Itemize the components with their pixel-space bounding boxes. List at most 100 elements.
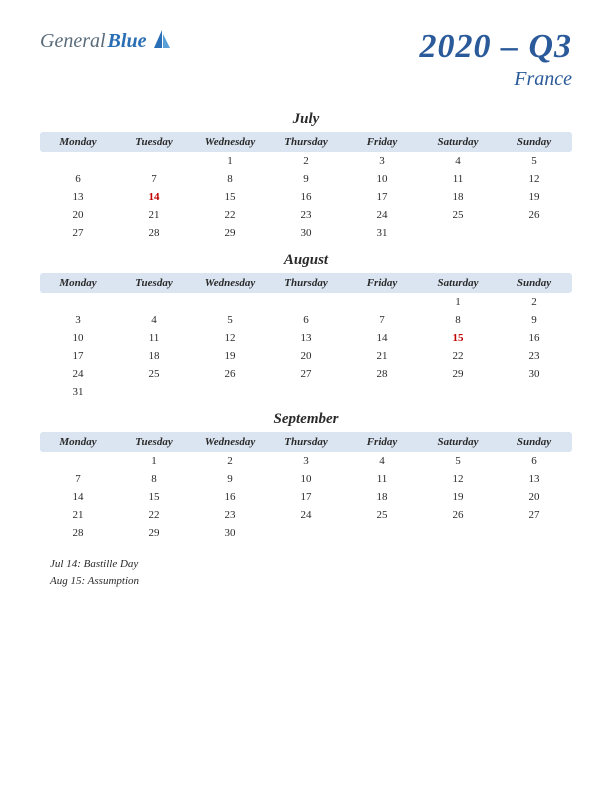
day-cell: 13 [268,329,344,347]
day-header-cell: Thursday [268,273,344,293]
day-cell: 25 [344,506,420,524]
day-cell: 4 [420,152,496,170]
day-cell: 3 [268,452,344,470]
day-header-cell: Sunday [496,132,572,152]
logo-text-blue: Blue [108,30,147,53]
day-cell: 2 [192,452,268,470]
day-header-row: MondayTuesdayWednesdayThursdayFridaySatu… [40,432,572,452]
day-header-cell: Sunday [496,432,572,452]
day-cell: 8 [192,170,268,188]
day-header-cell: Monday [40,132,116,152]
day-cell: 10 [40,329,116,347]
day-cell: 23 [192,506,268,524]
day-cell [268,293,344,311]
day-cell: 28 [40,524,116,542]
day-cell: 24 [344,206,420,224]
day-header-cell: Wednesday [192,432,268,452]
day-cell: 3 [344,152,420,170]
day-cell: 13 [496,470,572,488]
day-cell: 11 [116,329,192,347]
day-cell: 18 [116,347,192,365]
day-cell [40,452,116,470]
day-header-cell: Monday [40,432,116,452]
holiday-notes: Jul 14: Bastille DayAug 15: Assumption [40,556,572,589]
day-cell: 17 [40,347,116,365]
day-header-cell: Friday [344,432,420,452]
day-cell: 26 [496,206,572,224]
day-cell: 7 [344,311,420,329]
day-cell: 5 [496,152,572,170]
week-row: 2728293031 [40,224,572,242]
day-cell [496,224,572,242]
calendar-month: SeptemberMondayTuesdayWednesdayThursdayF… [40,411,572,542]
day-cell: 22 [116,506,192,524]
day-cell: 15 [192,188,268,206]
page-title: 2020 – Q3 [419,28,572,66]
day-cell: 27 [496,506,572,524]
day-cell: 16 [192,488,268,506]
day-header-cell: Monday [40,273,116,293]
day-cell: 23 [268,206,344,224]
week-row: 21222324252627 [40,506,572,524]
day-cell: 4 [116,311,192,329]
day-cell: 13 [40,188,116,206]
day-cell: 2 [496,293,572,311]
week-row: 78910111213 [40,470,572,488]
day-cell: 21 [116,206,192,224]
day-cell: 2 [268,152,344,170]
day-header-cell: Tuesday [116,432,192,452]
day-header-cell: Wednesday [192,273,268,293]
day-cell: 9 [268,170,344,188]
day-header-cell: Friday [344,273,420,293]
day-cell: 29 [192,224,268,242]
day-cell: 6 [268,311,344,329]
day-cell [40,293,116,311]
logo-text-general: General [40,30,106,53]
calendar-month: AugustMondayTuesdayWednesdayThursdayFrid… [40,252,572,401]
day-cell: 14 [40,488,116,506]
day-header-cell: Tuesday [116,132,192,152]
day-cell [116,293,192,311]
sail-icon [152,28,172,55]
note-line: Aug 15: Assumption [50,573,572,590]
day-cell: 1 [192,152,268,170]
day-cell: 28 [116,224,192,242]
day-cell: 26 [420,506,496,524]
day-cell: 6 [40,170,116,188]
week-row: 24252627282930 [40,365,572,383]
day-cell: 28 [344,365,420,383]
day-cell: 16 [496,329,572,347]
day-cell: 29 [116,524,192,542]
week-row: 20212223242526 [40,206,572,224]
month-title: July [40,111,572,128]
calendars-container: JulyMondayTuesdayWednesdayThursdayFriday… [40,111,572,542]
day-cell: 20 [496,488,572,506]
week-row: 13141516171819 [40,188,572,206]
week-row: 282930 [40,524,572,542]
day-cell: 19 [496,188,572,206]
day-cell: 17 [268,488,344,506]
day-cell: 15 [420,329,496,347]
day-header-cell: Saturday [420,132,496,152]
day-cell: 12 [192,329,268,347]
day-cell: 29 [420,365,496,383]
day-cell [420,224,496,242]
week-row: 3456789 [40,311,572,329]
day-cell [344,383,420,401]
day-cell: 24 [40,365,116,383]
week-row: 14151617181920 [40,488,572,506]
day-header-cell: Thursday [268,432,344,452]
day-cell: 30 [496,365,572,383]
month-title: August [40,252,572,269]
day-cell: 31 [344,224,420,242]
calendar-month: July MondayTuesdayWednesdayThursdayFriday… [40,111,572,242]
day-cell: 22 [192,206,268,224]
day-cell: 6 [496,452,572,470]
day-cell: 1 [420,293,496,311]
day-cell: 27 [40,224,116,242]
day-header-row: MondayTuesdayWednesdayThursdayFridaySatu… [40,132,572,152]
day-cell [40,152,116,170]
week-row: 10111213141516 [40,329,572,347]
day-cell: 21 [40,506,116,524]
day-cell: 25 [116,365,192,383]
